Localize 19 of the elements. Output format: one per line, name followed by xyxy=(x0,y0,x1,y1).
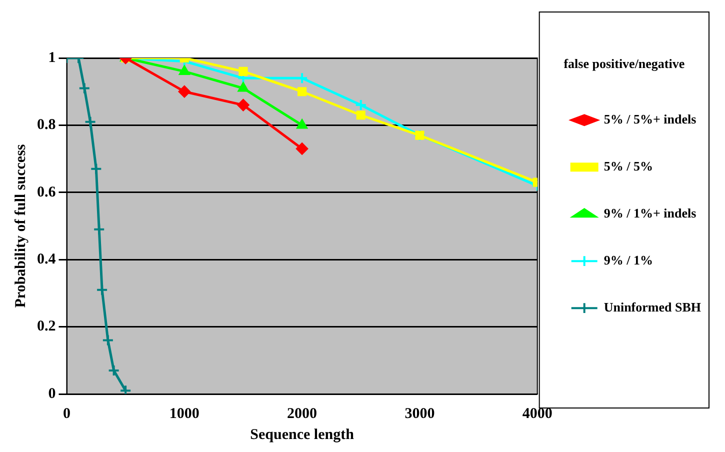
x-axis-title: Sequence length xyxy=(250,426,355,443)
x-tick-label: 2000 xyxy=(287,406,318,422)
y-tick-label: 1 xyxy=(48,50,56,66)
y-axis-title: Probability of full success xyxy=(12,144,29,308)
x-tick-label: 3000 xyxy=(404,406,435,422)
legend-label: 9% / 1% xyxy=(604,252,653,268)
y-tick-label: 0.4 xyxy=(37,251,56,268)
legend-label: 9% / 1%+ indels xyxy=(604,205,696,220)
legend-label: Uninformed SBH xyxy=(604,299,702,314)
legend-label: 5% / 5%+ indels xyxy=(604,111,696,126)
y-tick-label: 0.8 xyxy=(37,117,56,134)
x-tick-label: 1000 xyxy=(169,406,200,422)
x-tick-label: 0 xyxy=(63,406,70,422)
x-tick-label: 4000 xyxy=(522,406,552,422)
y-tick-label: 0.6 xyxy=(37,184,56,200)
y-tick-label: 0 xyxy=(48,386,56,402)
legend-label: 5% / 5% xyxy=(604,158,653,174)
y-tick-label: 0.2 xyxy=(37,318,56,335)
legend-title: false positive/negative xyxy=(564,56,685,71)
